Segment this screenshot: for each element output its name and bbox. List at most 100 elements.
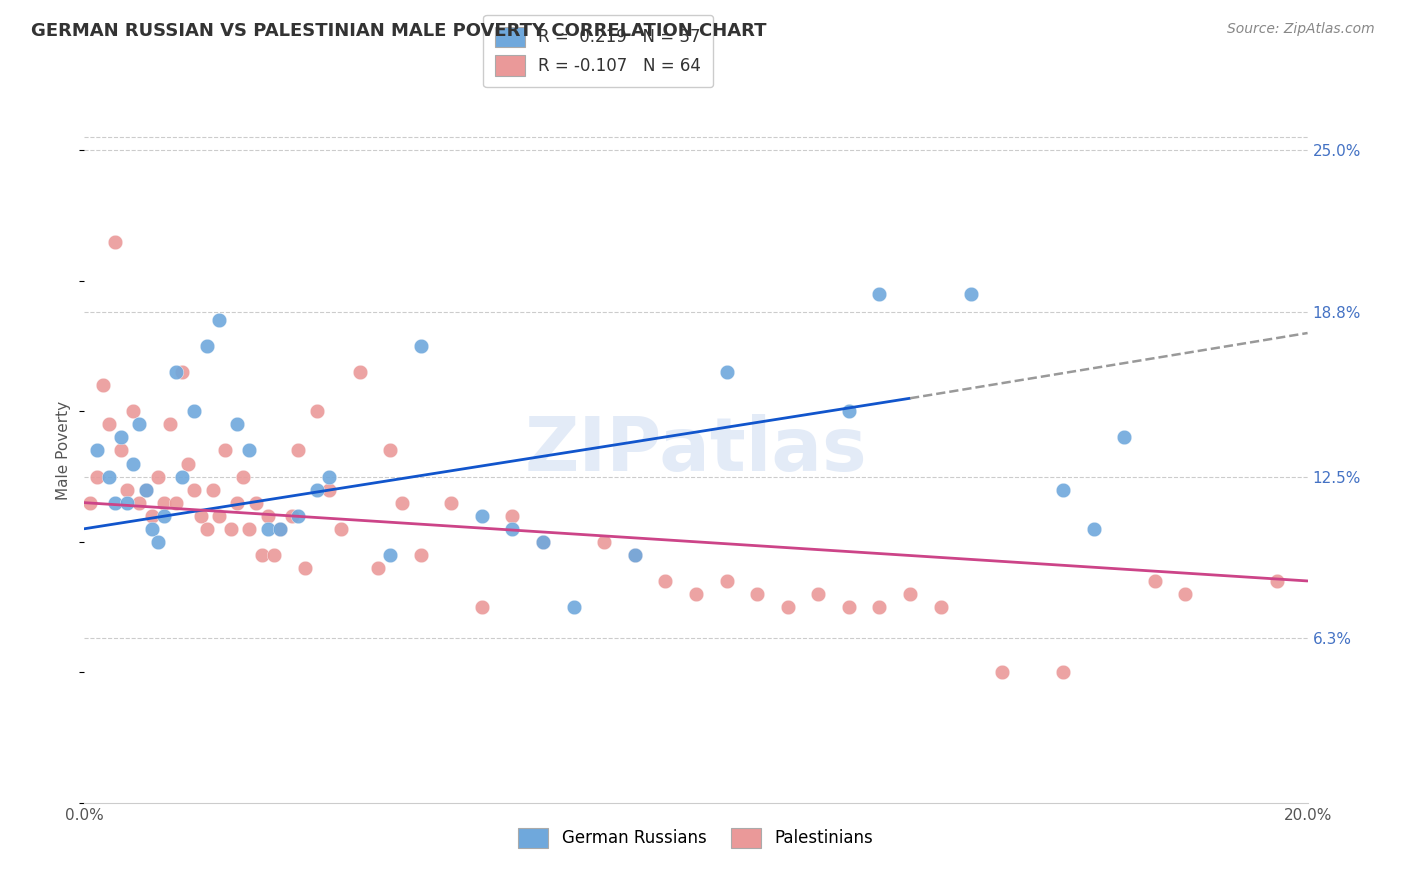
Point <box>208 313 231 327</box>
Point <box>263 548 285 562</box>
Point <box>562 600 585 615</box>
Point <box>409 548 432 562</box>
Point <box>716 574 738 588</box>
Point <box>104 235 127 249</box>
Point <box>97 469 120 483</box>
Point <box>1265 574 1288 588</box>
Point <box>898 587 921 601</box>
Point <box>838 600 860 615</box>
Point <box>183 483 205 497</box>
Point <box>232 469 254 483</box>
Point <box>281 508 304 523</box>
Point <box>165 496 187 510</box>
Point <box>531 534 554 549</box>
Point <box>471 508 494 523</box>
Point <box>153 508 176 523</box>
Point <box>238 443 260 458</box>
Point <box>153 496 176 510</box>
Point <box>183 404 205 418</box>
Point <box>115 496 138 510</box>
Point <box>287 508 309 523</box>
Point <box>195 339 218 353</box>
Point <box>391 496 413 510</box>
Point <box>305 404 328 418</box>
Point <box>502 522 524 536</box>
Point <box>201 483 224 497</box>
Point <box>86 469 108 483</box>
Point <box>471 600 494 615</box>
Point <box>330 522 353 536</box>
Point <box>960 286 983 301</box>
Point <box>245 496 267 510</box>
Point <box>869 286 891 301</box>
Point <box>869 600 891 615</box>
Point <box>318 483 340 497</box>
Point <box>502 508 524 523</box>
Point <box>122 404 145 418</box>
Point <box>294 561 316 575</box>
Point <box>257 522 280 536</box>
Point <box>807 587 830 601</box>
Point <box>238 522 260 536</box>
Point <box>115 483 138 497</box>
Point <box>190 508 212 523</box>
Point <box>146 469 169 483</box>
Point <box>305 483 328 497</box>
Text: ZIPatlas: ZIPatlas <box>524 414 868 487</box>
Point <box>838 404 860 418</box>
Text: Source: ZipAtlas.com: Source: ZipAtlas.com <box>1227 22 1375 37</box>
Point <box>654 574 676 588</box>
Point <box>409 339 432 353</box>
Point <box>257 508 280 523</box>
Point <box>159 417 181 432</box>
Text: GERMAN RUSSIAN VS PALESTINIAN MALE POVERTY CORRELATION CHART: GERMAN RUSSIAN VS PALESTINIAN MALE POVER… <box>31 22 766 40</box>
Point <box>226 417 249 432</box>
Point <box>624 548 647 562</box>
Point <box>1143 574 1166 588</box>
Point <box>624 548 647 562</box>
Point <box>747 587 769 601</box>
Point <box>929 600 952 615</box>
Point <box>97 417 120 432</box>
Point <box>135 483 157 497</box>
Point <box>1174 587 1197 601</box>
Point <box>318 469 340 483</box>
Point <box>380 548 402 562</box>
Point <box>219 522 242 536</box>
Point <box>776 600 799 615</box>
Point <box>685 587 707 601</box>
Point <box>250 548 273 562</box>
Point <box>141 508 163 523</box>
Point <box>287 443 309 458</box>
Point <box>440 496 463 510</box>
Point <box>269 522 291 536</box>
Point <box>214 443 236 458</box>
Point <box>991 665 1014 680</box>
Point <box>172 365 194 379</box>
Point <box>128 496 150 510</box>
Point <box>165 365 187 379</box>
Point <box>269 522 291 536</box>
Point <box>128 417 150 432</box>
Point <box>86 443 108 458</box>
Point <box>226 496 249 510</box>
Point <box>195 522 218 536</box>
Point <box>104 496 127 510</box>
Point <box>79 496 101 510</box>
Point <box>146 534 169 549</box>
Point <box>141 522 163 536</box>
Point <box>122 457 145 471</box>
Legend: German Russians, Palestinians: German Russians, Palestinians <box>509 818 883 858</box>
Point <box>367 561 389 575</box>
Point <box>716 365 738 379</box>
Point <box>349 365 371 379</box>
Point <box>110 443 132 458</box>
Point <box>593 534 616 549</box>
Y-axis label: Male Poverty: Male Poverty <box>56 401 72 500</box>
Point <box>1052 665 1074 680</box>
Point <box>135 483 157 497</box>
Point <box>1052 483 1074 497</box>
Point <box>1083 522 1105 536</box>
Point <box>380 443 402 458</box>
Point <box>531 534 554 549</box>
